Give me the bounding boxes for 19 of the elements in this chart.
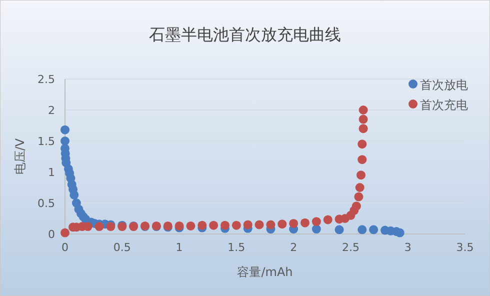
x-axis-title: 容量/mAh	[237, 265, 293, 279]
legend-label: 首次放电	[420, 78, 468, 92]
y-axis-title: 电压/V	[13, 138, 27, 175]
x-tick-label: 1	[176, 241, 183, 254]
x-tick-label: 3.5	[456, 241, 474, 254]
y-tick-label: 0.5	[38, 197, 55, 210]
x-tick-label: 0	[62, 241, 68, 254]
x-tick-label: 0.5	[113, 241, 131, 254]
y-tick-label: 2.5	[38, 73, 55, 86]
y-tick-label: 1	[48, 166, 55, 179]
chart-title: 石墨半电池首次放充电曲线	[149, 25, 341, 44]
x-tick-label: 1.5	[228, 241, 246, 254]
y-tick-label: 2	[48, 104, 55, 117]
y-tick-label: 0	[48, 228, 55, 241]
x-tick-label: 3	[404, 241, 412, 254]
y-tick-label: 1.5	[38, 135, 55, 148]
x-tick-label: 2.5	[342, 241, 360, 254]
x-tick-label: 2	[290, 241, 298, 254]
legend-label: 首次充电	[420, 98, 468, 112]
